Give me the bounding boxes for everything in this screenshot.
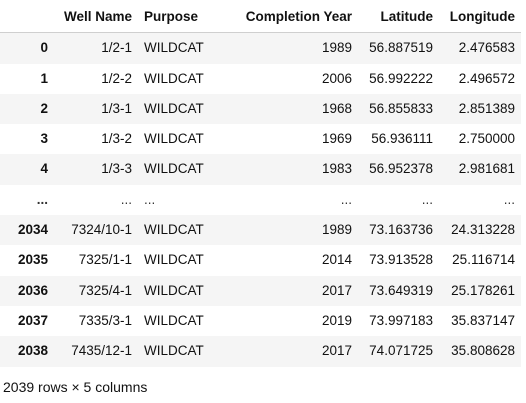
column-header-purpose: Purpose [138, 2, 212, 34]
cell-well-name: 1/2-2 [101, 70, 132, 86]
cell-latitude: 73.163736 [369, 222, 433, 238]
cell-completion-year: ... [340, 191, 352, 207]
cell-longitude: 25.116714 [452, 252, 515, 268]
cell-completion-year: 2017 [321, 343, 352, 359]
cell-purpose: WILDCAT [144, 282, 204, 298]
cell-completion-year: 2014 [321, 252, 352, 268]
row-index: 2035 [17, 252, 48, 268]
cell-latitude: 73.649319 [369, 282, 433, 298]
cell-longitude: 2.851389 [458, 100, 515, 116]
cell-longitude: ... [503, 191, 515, 207]
cell-completion-year: 1989 [321, 40, 352, 56]
table-row: 2038 7435/12-1 WILDCAT 2017 74.071725 35… [0, 336, 521, 367]
cell-purpose: WILDCAT [144, 40, 204, 56]
column-header-well-name: Well Name [54, 2, 138, 34]
cell-longitude: 35.808628 [451, 343, 515, 359]
cell-well-name: 1/3-1 [101, 100, 132, 116]
cell-completion-year: 1969 [321, 131, 352, 147]
cell-purpose: WILDCAT [144, 312, 204, 328]
row-index: 2 [40, 100, 48, 116]
cell-purpose: WILDCAT [144, 343, 204, 359]
column-header-latitude: Latitude [358, 2, 439, 34]
cell-longitude: 24.313228 [451, 222, 515, 238]
row-index: 0 [40, 40, 48, 56]
cell-completion-year: 2006 [321, 70, 352, 86]
cell-longitude: 35.837147 [451, 312, 515, 328]
table-row: 2036 7325/4-1 WILDCAT 2017 73.649319 25.… [0, 275, 521, 306]
cell-latitude: 74.071725 [369, 343, 433, 359]
cell-latitude: 56.992222 [369, 70, 433, 86]
table-row: 3 1/3-2 WILDCAT 1969 56.936111 2.750000 [0, 124, 521, 154]
column-header-longitude: Longitude [439, 2, 521, 34]
dataframe-shape-summary: 2039 rows × 5 columns [3, 379, 148, 395]
cell-purpose: WILDCAT [144, 161, 204, 177]
header-row: Well Name Purpose Completion Year Latitu… [0, 2, 521, 34]
cell-latitude: 56.887519 [369, 40, 433, 56]
cell-well-name: ... [120, 191, 132, 207]
cell-purpose: WILDCAT [144, 70, 204, 86]
row-index: 2037 [17, 312, 48, 328]
table-header: Well Name Purpose Completion Year Latitu… [0, 2, 521, 34]
row-index: 4 [40, 161, 48, 177]
cell-latitude: 56.936111 [371, 131, 433, 147]
cell-well-name: 7335/3-1 [78, 312, 132, 328]
row-index: 2038 [17, 343, 48, 359]
cell-completion-year: 1989 [321, 222, 352, 238]
cell-latitude: ... [421, 191, 433, 207]
row-index: 3 [40, 131, 48, 147]
table-row: 0 1/2-1 WILDCAT 1989 56.887519 2.476583 [0, 32, 521, 64]
cell-well-name: 7325/4-1 [78, 282, 132, 298]
table-body: 0 1/2-1 WILDCAT 1989 56.887519 2.476583 … [0, 32, 521, 367]
cell-latitude: 73.997183 [369, 312, 433, 328]
index-header [0, 2, 54, 34]
cell-longitude: 2.496572 [458, 70, 515, 86]
table-row: 2035 7325/1-1 WILDCAT 2014 73.913528 25.… [0, 245, 521, 275]
cell-well-name: 7325/1-1 [78, 252, 132, 268]
cell-latitude: 56.952378 [369, 161, 433, 177]
cell-well-name: 1/2-1 [101, 40, 132, 56]
cell-purpose: WILDCAT [144, 131, 204, 147]
cell-longitude: 2.476583 [458, 40, 515, 56]
dataframe-table: Well Name Purpose Completion Year Latitu… [0, 2, 521, 367]
row-index: ... [36, 191, 48, 207]
table-row: 4 1/3-3 WILDCAT 1983 56.952378 2.981681 [0, 154, 521, 185]
cell-latitude: 73.913528 [369, 252, 433, 268]
cell-longitude: 2.750000 [458, 131, 515, 147]
row-index: 2034 [17, 222, 48, 238]
row-index: 2036 [17, 282, 48, 298]
cell-completion-year: 2019 [321, 312, 352, 328]
cell-longitude: 25.178261 [451, 282, 515, 298]
table-row-ellipsis: ... ... ... ... ... ... [0, 185, 521, 215]
cell-purpose: WILDCAT [144, 252, 204, 268]
table-row: 2034 7324/10-1 WILDCAT 1989 73.163736 24… [0, 215, 521, 246]
column-header-completion-year: Completion Year [212, 2, 358, 34]
cell-well-name: 7435/12-1 [71, 343, 132, 359]
cell-purpose: WILDCAT [144, 100, 204, 116]
cell-longitude: 2.981681 [458, 161, 515, 177]
table-row: 2037 7335/3-1 WILDCAT 2019 73.997183 35.… [0, 306, 521, 336]
table-row: 1 1/2-2 WILDCAT 2006 56.992222 2.496572 [0, 64, 521, 94]
cell-completion-year: 1968 [321, 100, 352, 116]
cell-completion-year: 2017 [321, 282, 352, 298]
cell-well-name: 7324/10-1 [71, 222, 132, 238]
cell-latitude: 56.855833 [369, 100, 433, 116]
cell-well-name: 1/3-2 [101, 131, 132, 147]
cell-purpose: WILDCAT [144, 222, 204, 238]
row-index: 1 [40, 70, 48, 86]
cell-purpose: ... [144, 191, 156, 207]
cell-completion-year: 1983 [321, 161, 352, 177]
table-row: 2 1/3-1 WILDCAT 1968 56.855833 2.851389 [0, 93, 521, 125]
cell-well-name: 1/3-3 [101, 161, 132, 177]
